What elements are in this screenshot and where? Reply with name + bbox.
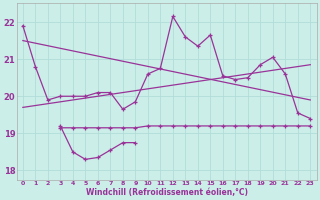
- X-axis label: Windchill (Refroidissement éolien,°C): Windchill (Refroidissement éolien,°C): [85, 188, 248, 197]
